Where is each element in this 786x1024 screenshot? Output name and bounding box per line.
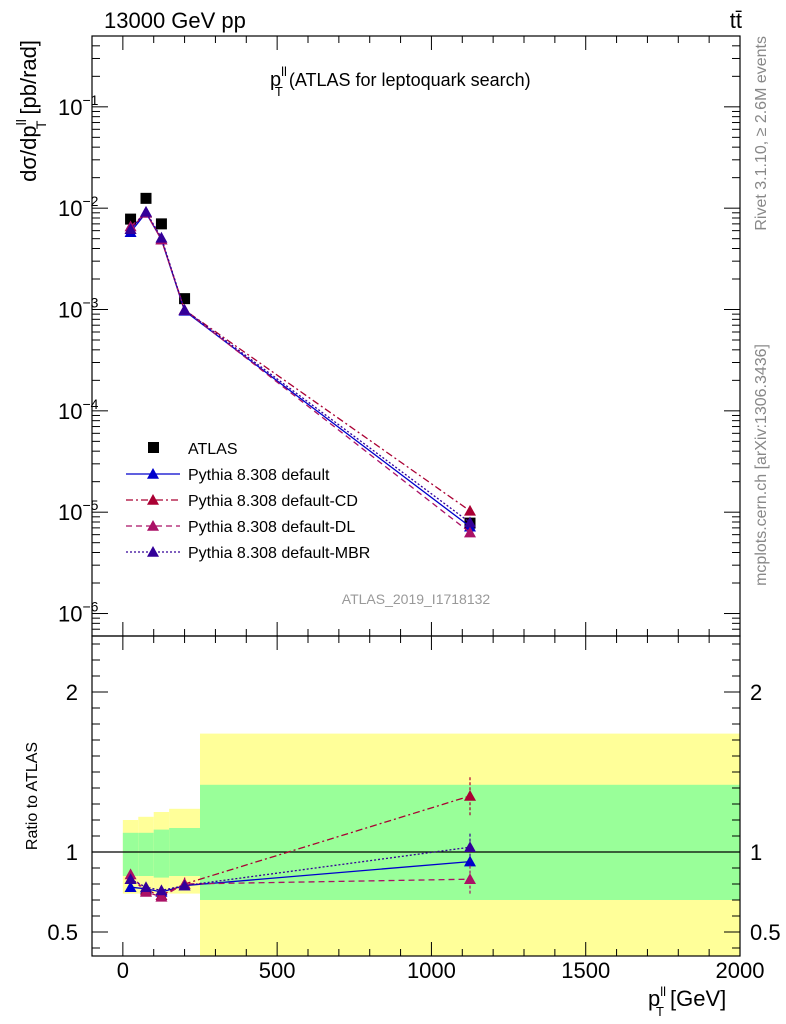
ratio-marker xyxy=(124,881,137,892)
ratio-y-tick-label-right: 2 xyxy=(750,680,762,705)
legend-entry-1: Pythia 8.308 default xyxy=(126,467,330,484)
x-tick-label: 500 xyxy=(259,958,296,983)
ratio-y-tick-label: 1 xyxy=(66,840,78,865)
series-marker xyxy=(464,516,476,528)
ratio-axis-label: Ratio to ATLAS xyxy=(24,742,41,850)
series-marker xyxy=(155,231,168,243)
analysis-watermark: ATLAS_2019_I1718132 xyxy=(342,591,491,607)
ratio-y-tick-label-right: 1 xyxy=(750,840,762,865)
series-marker xyxy=(464,504,476,516)
legend-entry-0: ATLAS xyxy=(148,441,238,458)
x-tick-label: 1500 xyxy=(561,958,610,983)
ratio-panel-frame xyxy=(91,635,741,957)
ratio-marker xyxy=(155,884,168,896)
series-marker xyxy=(124,223,137,235)
x-tick-label: 0 xyxy=(117,958,129,983)
green-band-2 xyxy=(153,829,170,878)
x-axis-label: pll T[GeV] xyxy=(648,984,726,1019)
ratio-uncertainty-bands xyxy=(92,733,740,956)
legend-label: Pythia 8.308 default-MBR xyxy=(188,545,370,562)
legend-label: Pythia 8.308 default xyxy=(188,467,330,484)
ratio-marker xyxy=(464,841,476,852)
atlas-data-point xyxy=(155,218,167,230)
mcplots-credit-label: mcplots.cern.ch [arXiv:1306.3436] xyxy=(753,344,770,586)
legend-label: Pythia 8.308 default-DL xyxy=(188,519,355,536)
axes-layer xyxy=(91,35,741,956)
atlas-data-point xyxy=(125,213,137,225)
series-layer xyxy=(124,192,476,902)
ratio-marker xyxy=(124,873,137,884)
legend-entry-4: Pythia 8.308 default-MBR xyxy=(126,545,370,562)
legend: ATLAS Pythia 8.308 default Pythia 8.308 de… xyxy=(126,441,370,562)
ratio-series-3 xyxy=(124,832,476,896)
legend-label: Pythia 8.308 default-CD xyxy=(188,493,358,510)
green-band-0 xyxy=(122,832,139,876)
ratio-y-tick-label-right: 0.5 xyxy=(750,920,781,945)
collision-label: 13000 GeV pp xyxy=(104,8,246,33)
ratio-marker xyxy=(464,873,476,884)
series-marker xyxy=(464,526,476,538)
x-tick-label: 2000 xyxy=(716,958,765,983)
ratio-line xyxy=(130,873,471,898)
legend-entry-2: Pythia 8.308 default-CD xyxy=(126,493,358,510)
main-series-3 xyxy=(124,206,476,538)
legend-entry-3: Pythia 8.308 default-DL xyxy=(126,519,355,536)
ratio-y-tick-label: 2 xyxy=(66,680,78,705)
x-tick-label: 1000 xyxy=(407,958,456,983)
ratio-marker xyxy=(155,890,168,902)
y-axis-label: dσ/dpll T[pb/rad] xyxy=(13,40,49,182)
legend-triangle-marker xyxy=(147,520,159,531)
panel-title: pll T(ATLAS for leptoquark search) xyxy=(270,64,531,99)
atlas-data-point xyxy=(179,293,191,305)
legend-triangle-marker xyxy=(147,468,159,479)
main-series-4 xyxy=(124,205,476,528)
legend-label: ATLAS xyxy=(188,441,238,458)
ratio-marker xyxy=(178,879,191,891)
rivet-version-label: Rivet 3.1.10, ≥ 2.6M events xyxy=(753,36,770,231)
atlas-data-point xyxy=(140,192,152,204)
green-band-1 xyxy=(138,832,154,876)
legend-square-marker xyxy=(148,442,159,453)
series-marker xyxy=(178,303,191,315)
series-marker xyxy=(140,205,152,217)
ratio-marker xyxy=(140,881,152,892)
ratio-y-tick-label: 0.5 xyxy=(47,920,78,945)
legend-triangle-marker xyxy=(147,546,159,557)
legend-triangle-marker xyxy=(147,494,159,505)
process-label: tt̄ xyxy=(730,8,742,33)
ratio-marker xyxy=(464,790,476,801)
